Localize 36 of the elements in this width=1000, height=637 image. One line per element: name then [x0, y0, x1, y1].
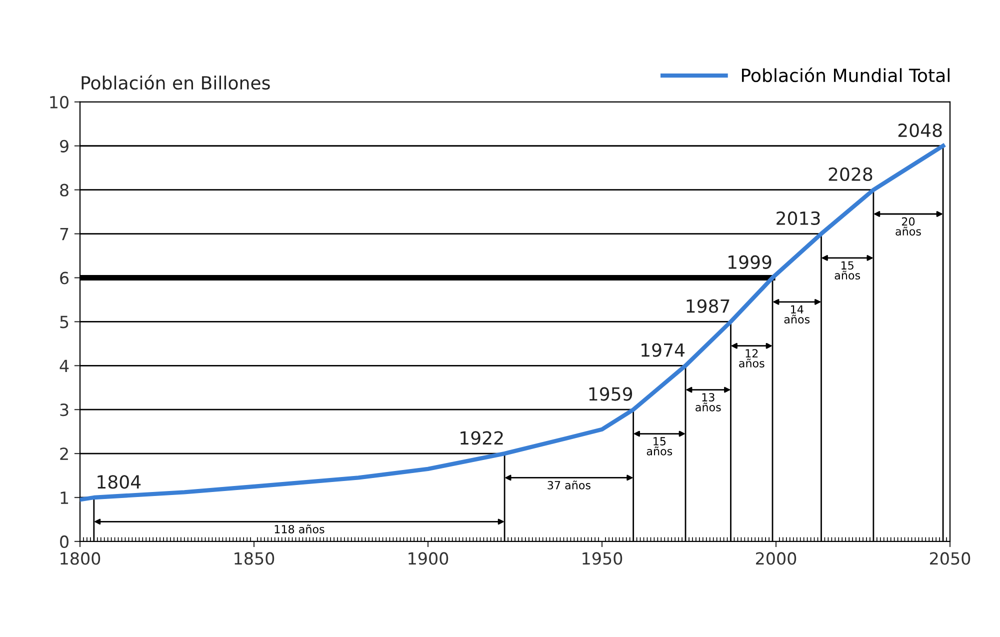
- x-tick-label: 1800: [60, 552, 100, 565]
- legend-label: Población Mundial Total: [742, 67, 950, 82]
- y-tick-label: 6: [60, 272, 69, 284]
- x-tick-label: 1950: [582, 552, 622, 565]
- annotation: 2028: [828, 167, 872, 182]
- annotation: 118 años: [274, 524, 324, 534]
- y-tick-label: 0: [60, 535, 68, 548]
- y-tick-label: 1: [60, 492, 68, 504]
- annotation: 20 años: [896, 217, 921, 236]
- x-tick-label: 1900: [408, 552, 448, 565]
- y-tick-label: 5: [60, 316, 68, 328]
- annotation: 37 años: [548, 480, 590, 490]
- y-tick-label: 8: [60, 184, 68, 196]
- annotation: 1987: [686, 299, 730, 313]
- annotation: 2048: [898, 123, 942, 138]
- annotation: 13 años: [696, 393, 721, 412]
- y-tick-label: 7: [60, 228, 68, 240]
- annotation: 1959: [589, 387, 632, 401]
- y-axis-title: Población en Billones: [82, 74, 270, 90]
- annotation: 12 años: [739, 349, 764, 368]
- annotation: 14 años: [784, 305, 810, 324]
- annotation: 15 años: [834, 261, 860, 280]
- x-tick-label: 1850: [234, 552, 274, 565]
- annotation: 1974: [642, 343, 685, 357]
- y-tick-label: 4: [60, 360, 69, 372]
- x-tick-label: 2000: [756, 552, 796, 565]
- annotation: 2013: [776, 211, 820, 226]
- y-tick-label: 9: [60, 140, 68, 152]
- annotation: 1922: [460, 431, 503, 445]
- y-tick-label: 3: [60, 404, 68, 416]
- annotation: 15 años: [646, 437, 672, 456]
- x-tick-label: 2050: [930, 552, 970, 565]
- y-tick-label: 10: [50, 96, 68, 108]
- annotation: 1999: [728, 255, 772, 269]
- annotation: 1804: [98, 475, 141, 489]
- y-tick-label: 2: [60, 448, 68, 460]
